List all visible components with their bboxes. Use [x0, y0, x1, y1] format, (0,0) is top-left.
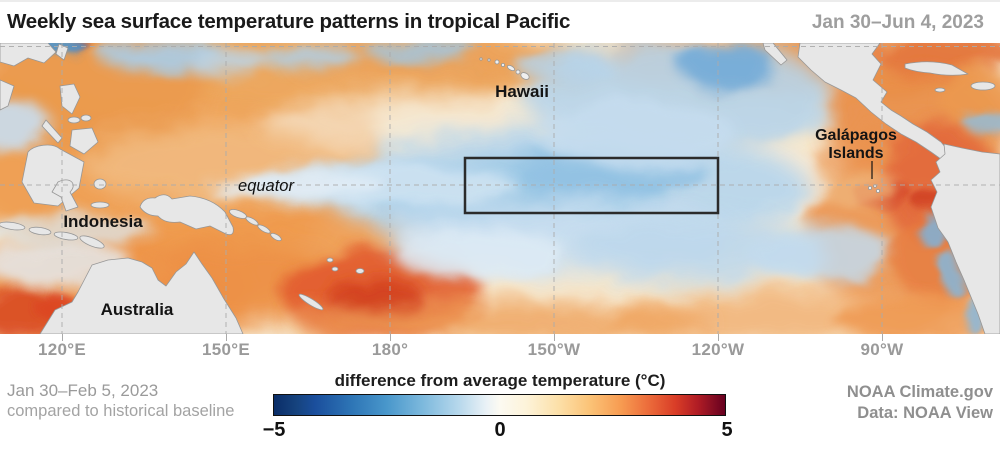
colorbar-min-label: −5	[262, 419, 286, 441]
landmasses	[0, 43, 1000, 334]
axis-label-120e: 120°E	[37, 340, 86, 359]
footer-credits: NOAA Climate.gov Data: NOAA View	[847, 382, 993, 424]
label-australia: Australia	[101, 300, 174, 319]
land-baja-california	[762, 43, 788, 66]
axis-label-90w: 90°W	[860, 340, 904, 359]
data-source-label: Data: NOAA View	[857, 404, 993, 422]
colorbar-title: difference from average temperature (°C)	[334, 371, 666, 390]
axis-tick	[718, 334, 719, 341]
island-fiji	[355, 268, 365, 274]
island-sunda-2	[53, 231, 79, 241]
island-halmahera	[93, 178, 107, 190]
pacific-sst-map: Hawaii Galápagos Islands Indonesia Austr…	[0, 43, 1000, 334]
land-new-guinea	[139, 194, 234, 236]
land-vietnam-coast	[0, 79, 15, 111]
baseline-label: compared to historical baseline	[7, 402, 235, 420]
island-hispaniola	[970, 81, 996, 91]
axis-label-150w: 150°W	[527, 340, 581, 359]
axis-tick	[882, 334, 883, 341]
land-sulawesi	[51, 179, 79, 212]
page-title: Weekly sea surface temperature patterns …	[7, 10, 571, 33]
island-visayas	[67, 116, 81, 124]
island-sunda	[28, 226, 52, 236]
island-new-caledonia	[298, 293, 324, 311]
island-vanuatu-2	[331, 266, 339, 272]
island-java	[0, 221, 26, 231]
credit-label: NOAA Climate.gov	[846, 383, 993, 401]
land-philippines-luzon	[59, 83, 81, 115]
colorbar	[273, 394, 726, 416]
land-australia	[39, 251, 244, 334]
island-solomon-3	[270, 232, 282, 242]
island-solomon-2	[257, 224, 271, 234]
island-jamaica	[934, 87, 946, 93]
island-timor	[79, 235, 105, 249]
label-equator: equator	[238, 177, 295, 195]
island-visayas-2	[80, 114, 92, 122]
footer-week-info: Jan 30–Feb 5, 2023 compared to historica…	[7, 380, 234, 422]
island-cuba	[904, 61, 969, 76]
graticule	[0, 43, 1000, 334]
colorbar-zero-label: 0	[494, 419, 506, 441]
colorbar-max-label: 5	[721, 419, 733, 441]
island-solomon-1	[245, 216, 259, 226]
axis-label-180: 180°	[371, 340, 409, 359]
label-galapagos-line1: Galápagos	[815, 127, 897, 144]
label-indonesia: Indonesia	[63, 212, 143, 231]
land-south-america	[930, 143, 1000, 334]
label-hawaii: Hawaii	[495, 82, 549, 101]
week-label: Jan 30–Feb 5, 2023	[7, 381, 159, 400]
islands-hawaii	[479, 57, 530, 80]
axis-tick	[226, 334, 227, 341]
island-seram	[90, 201, 110, 209]
axis-label-120w: 120°W	[691, 340, 745, 359]
land-palawan-island	[41, 119, 63, 144]
nino34-region-box	[463, 156, 720, 215]
land-asia	[0, 43, 57, 67]
land-philippines-mindanao	[69, 127, 99, 155]
axis-label-150e: 150°E	[201, 340, 250, 359]
label-galapagos-line2: Islands	[828, 145, 883, 162]
axis-tick	[390, 334, 391, 341]
island-vanuatu-1	[326, 257, 334, 263]
axis-tick	[62, 334, 63, 341]
axis-tick	[554, 334, 555, 341]
date-range-label: Jan 30–Jun 4, 2023	[811, 12, 984, 33]
